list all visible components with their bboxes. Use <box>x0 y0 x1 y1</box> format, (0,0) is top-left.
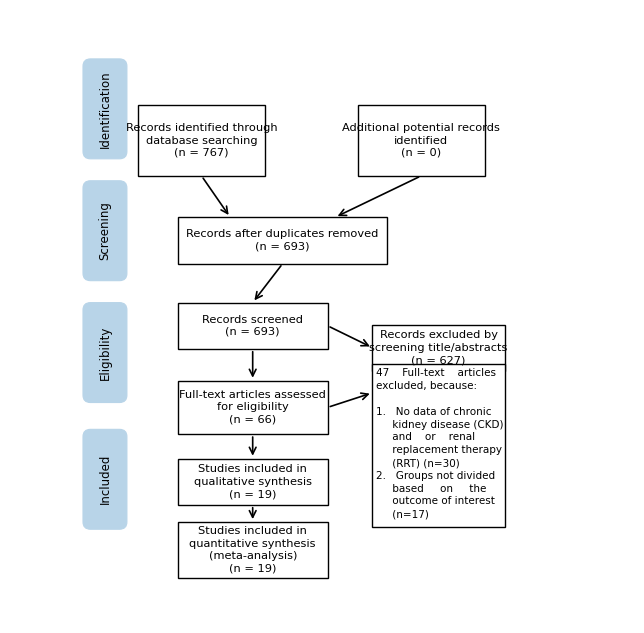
FancyBboxPatch shape <box>178 217 388 263</box>
FancyBboxPatch shape <box>83 59 127 159</box>
FancyBboxPatch shape <box>178 458 328 505</box>
Text: Identification: Identification <box>99 70 111 147</box>
Text: Studies included in
quantitative synthesis
(meta-analysis)
(n = 19): Studies included in quantitative synthes… <box>189 527 316 573</box>
FancyBboxPatch shape <box>138 105 265 176</box>
Text: Additional potential records
identified
(n = 0): Additional potential records identified … <box>342 123 500 158</box>
FancyBboxPatch shape <box>372 363 505 527</box>
Text: Screening: Screening <box>99 201 111 260</box>
Text: Included: Included <box>99 454 111 505</box>
Text: Records identified through
database searching
(n = 767): Records identified through database sear… <box>126 123 278 158</box>
FancyBboxPatch shape <box>357 105 485 176</box>
FancyBboxPatch shape <box>178 522 328 578</box>
Text: Studies included in
qualitative synthesis
(n = 19): Studies included in qualitative synthesi… <box>194 465 312 499</box>
Text: Records screened
(n = 693): Records screened (n = 693) <box>202 315 303 337</box>
Text: Records after duplicates removed
(n = 693): Records after duplicates removed (n = 69… <box>187 229 379 252</box>
FancyBboxPatch shape <box>372 325 505 371</box>
FancyBboxPatch shape <box>83 429 127 529</box>
FancyBboxPatch shape <box>178 303 328 349</box>
Text: Full-text articles assessed
for eligibility
(n = 66): Full-text articles assessed for eligibil… <box>179 390 326 425</box>
FancyBboxPatch shape <box>178 380 328 434</box>
Text: Eligibility: Eligibility <box>99 325 111 380</box>
Text: Records excluded by
screening title/abstracts
(n = 627): Records excluded by screening title/abst… <box>370 330 507 365</box>
FancyBboxPatch shape <box>83 181 127 280</box>
FancyBboxPatch shape <box>83 303 127 403</box>
Text: 47    Full-text    articles
excluded, because:

1.   No data of chronic
     kid: 47 Full-text articles excluded, because:… <box>377 368 504 519</box>
